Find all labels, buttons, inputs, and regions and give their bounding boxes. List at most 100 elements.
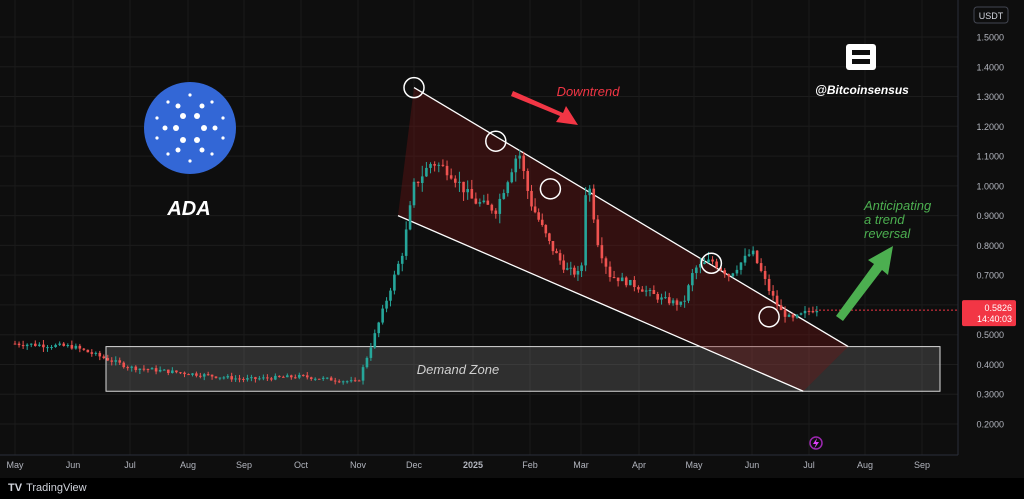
candle-body: [644, 290, 648, 292]
candle-body: [246, 378, 249, 380]
candle-body: [408, 205, 412, 230]
cardano-logo-dot: [221, 136, 225, 140]
asset-title: ADA: [166, 198, 210, 220]
candle-body: [747, 254, 751, 256]
candle-body: [739, 262, 743, 270]
candle-body: [78, 345, 82, 349]
cardano-logo-dot: [199, 147, 205, 153]
candle-body: [337, 381, 341, 383]
bitcoinsensus-logo-bar: [852, 59, 870, 64]
cardano-logo-dot: [155, 136, 159, 140]
candle-body: [369, 347, 373, 358]
x-tick-label: Sep: [236, 460, 252, 470]
candle-body: [671, 300, 675, 304]
candle-body: [254, 377, 257, 379]
candle-body: [90, 352, 94, 354]
candle-body: [294, 377, 297, 379]
candle-body: [179, 372, 182, 374]
candle-body: [612, 277, 616, 279]
candle-body: [110, 360, 114, 362]
cardano-logo-dot: [194, 137, 200, 143]
demand-zone-label: Demand Zone: [417, 362, 499, 377]
candle-body: [134, 366, 138, 371]
candle-body: [584, 195, 587, 266]
cardano-logo-dot: [180, 137, 186, 143]
candle-body: [214, 376, 218, 378]
candle-body: [695, 267, 698, 274]
cardano-logo: [144, 82, 236, 174]
candle-body: [667, 297, 671, 304]
cardano-logo-dot: [221, 116, 225, 120]
candle-body: [723, 270, 727, 275]
candle-body: [518, 155, 522, 159]
cardano-logo-dot: [166, 152, 170, 156]
candle-body: [490, 204, 494, 211]
candle-body: [759, 263, 763, 271]
candle-body: [162, 369, 166, 371]
candle-body: [588, 188, 591, 196]
candle-body: [596, 219, 600, 246]
cardano-logo-dot: [155, 116, 159, 120]
candle-body: [470, 189, 474, 199]
x-tick-label: 2025: [463, 460, 483, 470]
candle-body: [138, 368, 142, 371]
cardano-logo-dot: [188, 93, 192, 97]
candle-body: [763, 270, 767, 279]
candle-body: [175, 370, 178, 373]
candle-body: [183, 372, 186, 375]
candle-body: [345, 381, 349, 383]
candle-body: [608, 266, 612, 278]
x-tick-label: Jun: [745, 460, 760, 470]
cardano-logo-dot: [162, 125, 168, 131]
candle-body: [562, 260, 565, 270]
candle-body: [126, 367, 130, 369]
candle-body: [727, 274, 731, 277]
current-price-label: 0.5826: [984, 303, 1012, 313]
candle-body: [449, 175, 453, 179]
tradingview-logo[interactable]: TV TradingView: [8, 482, 87, 494]
touch-point-circle: [758, 306, 780, 328]
candle-body: [106, 358, 110, 361]
candle-body: [807, 310, 811, 312]
candle-body: [118, 360, 122, 363]
candle-body: [278, 375, 281, 377]
candle-body: [458, 181, 461, 183]
candle-body: [783, 310, 787, 317]
candle-body: [242, 379, 245, 381]
lightning-icon: [809, 436, 823, 450]
candle-body: [445, 165, 449, 176]
candle-body: [719, 267, 722, 271]
channel-fill: [398, 87, 849, 392]
candle-body: [429, 164, 432, 168]
demand-zone: [105, 346, 941, 392]
cardano-logo-dot: [212, 125, 218, 131]
candle-body: [544, 225, 548, 234]
candle-body: [533, 206, 537, 213]
y-tick-label: 0.4000: [976, 360, 1004, 370]
cardano-logo-dot: [166, 100, 170, 104]
candle-body: [573, 267, 576, 275]
y-tick-label: 0.9000: [976, 211, 1004, 221]
reversal-label-line: a trend: [864, 212, 905, 227]
cardano-logo-dot: [210, 152, 214, 156]
candle-body: [404, 229, 408, 256]
x-tick-label: May: [6, 460, 24, 470]
candle-body: [393, 274, 396, 291]
cardano-logo-dot: [175, 103, 181, 109]
candle-body: [42, 344, 45, 348]
candle-body: [633, 279, 636, 288]
candle-body: [46, 347, 49, 349]
candle-body: [142, 368, 146, 370]
candle-body: [21, 345, 25, 347]
candle-body: [238, 378, 241, 380]
candle-body: [258, 378, 261, 380]
candle-body: [486, 200, 490, 205]
candle-body: [433, 164, 436, 166]
x-tick-label: Jun: [66, 460, 81, 470]
cardano-logo-dot: [180, 113, 186, 119]
candle-body: [187, 374, 190, 376]
candle-body: [389, 290, 392, 301]
candle-body: [660, 297, 663, 300]
candle-body: [530, 190, 533, 207]
